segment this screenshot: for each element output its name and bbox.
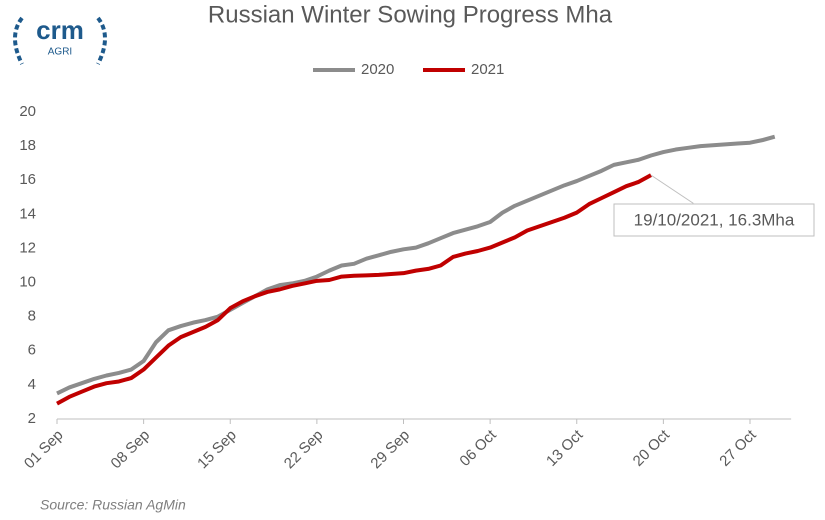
logo-laurel [13, 16, 107, 65]
series-line [56, 134, 776, 396]
annotation-leader [650, 174, 694, 206]
x-tick-label: 01 Sep [21, 427, 67, 473]
x-tick-label: 08 Sep [108, 427, 154, 473]
y-tick-label: 2 [28, 410, 36, 427]
x-tick-label: 15 Sep [194, 427, 240, 473]
y-tick-label: 14 [19, 205, 36, 222]
y-tick-label: 12 [19, 239, 36, 256]
x-tick-label: 29 Sep [367, 427, 413, 473]
logo: crm AGRI [13, 15, 107, 65]
series-line [56, 173, 652, 406]
y-tick-label: 4 [28, 376, 36, 393]
annotation-box [613, 203, 815, 237]
y-tick-label: 18 [19, 137, 36, 154]
source: Source: Russian AgMin [40, 497, 186, 513]
chart-title: Russian Winter Sowing Progress Mha [208, 1, 613, 28]
x-tick-label: 13 Oct [543, 426, 587, 470]
y-tick-label: 10 [19, 274, 36, 291]
y-tick-label: 20 [19, 103, 36, 120]
x-tick-label: 06 Oct [456, 426, 500, 470]
x-tick-label: 20 Oct [630, 426, 674, 470]
logo-name: crm [36, 15, 84, 45]
x-tick-label: 22 Sep [281, 427, 327, 473]
y-tick-label: 16 [19, 171, 36, 188]
y-tick-label: 6 [28, 342, 36, 359]
y-tick-label: 8 [28, 308, 36, 325]
legend-label: 2020 [361, 61, 394, 78]
logo-sub: AGRI [48, 47, 72, 58]
legend-label: 2021 [471, 61, 504, 78]
x-tick-label: 27 Oct [716, 426, 760, 470]
annotation: 19/10/2021, 16.3Mha [634, 210, 795, 229]
